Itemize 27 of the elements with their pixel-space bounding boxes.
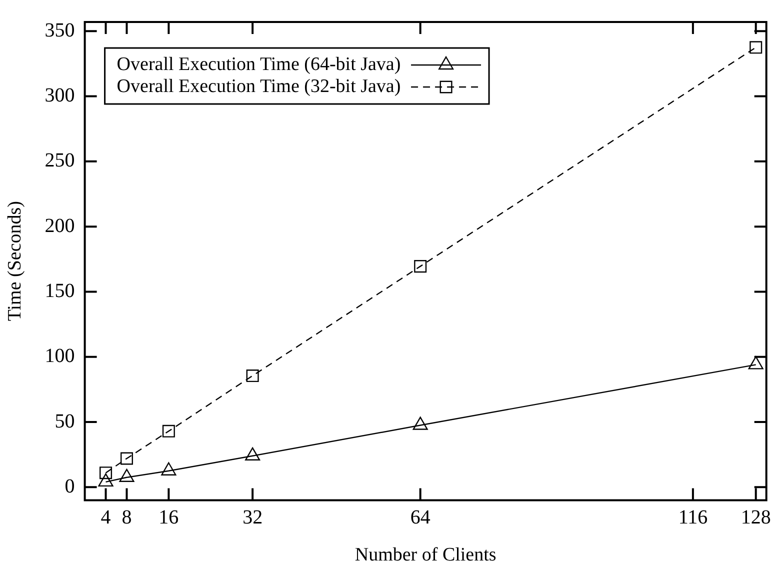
x-tick-label: 64: [410, 506, 430, 528]
point: [412, 416, 428, 430]
y-axis-title: Time (Seconds): [4, 201, 26, 322]
point: [748, 356, 764, 370]
x-tick-label: 8: [122, 506, 132, 528]
point: [119, 468, 134, 482]
point: [750, 41, 762, 54]
point: [98, 473, 114, 487]
legend-label: Overall Execution Time (32-bit Java): [116, 76, 401, 97]
x-tick-label: 4: [100, 506, 111, 528]
legend-label: Overall Execution Time (64-bit Java): [116, 54, 401, 75]
point: [161, 462, 176, 476]
y-tick-label: 100: [44, 345, 75, 368]
y-tick-label: 0: [64, 475, 75, 498]
x-tick-label: 32: [242, 506, 263, 528]
x-tick-label: 16: [158, 506, 179, 528]
point: [414, 260, 427, 273]
y-tick-label: 50: [54, 410, 75, 432]
point: [245, 447, 260, 460]
x-tick-label: 128: [740, 506, 771, 528]
y-tick-label: 350: [44, 19, 75, 42]
y-tick-label: 300: [44, 84, 75, 107]
y-tick-label: 200: [44, 214, 75, 237]
y-tick-label: 250: [44, 150, 75, 172]
x-tick-label: 116: [678, 506, 708, 528]
x-axis-title: Number of Clients: [354, 544, 496, 566]
y-tick-label: 150: [44, 280, 75, 302]
